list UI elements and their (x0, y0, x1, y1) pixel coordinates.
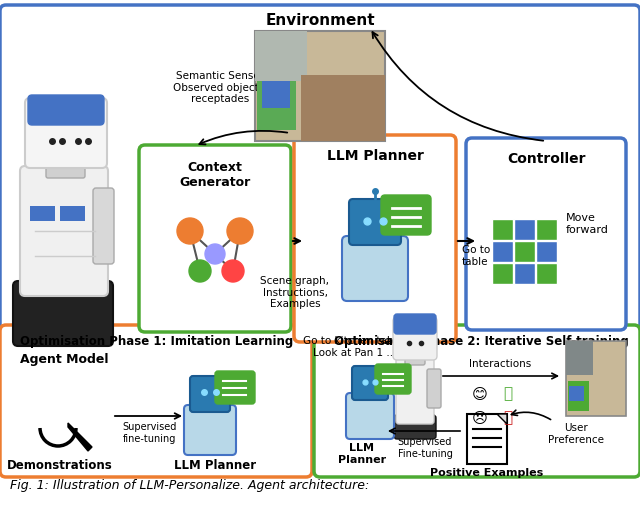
Text: Scene graph,
Instructions,
Examples: Scene graph, Instructions, Examples (260, 276, 330, 309)
Text: Supervised
fine-tuning: Supervised fine-tuning (123, 422, 177, 443)
FancyBboxPatch shape (0, 325, 312, 477)
Bar (514, 241, 535, 262)
Bar (566, 341, 626, 416)
Text: Positive Examples: Positive Examples (430, 468, 543, 478)
Bar (492, 241, 513, 262)
Bar (257, 81, 296, 130)
Bar (30, 206, 55, 221)
FancyBboxPatch shape (46, 154, 85, 178)
Bar (60, 206, 85, 221)
Text: Interactions: Interactions (469, 359, 531, 369)
Text: 👍: 👍 (504, 387, 513, 401)
FancyBboxPatch shape (28, 95, 104, 125)
Text: Semantic Sensor
Observed objects,
receptades: Semantic Sensor Observed objects, recept… (173, 71, 268, 104)
Text: LLM Planner: LLM Planner (326, 149, 424, 163)
Bar (569, 386, 584, 401)
FancyBboxPatch shape (394, 415, 436, 439)
FancyBboxPatch shape (25, 98, 107, 168)
FancyBboxPatch shape (467, 414, 507, 464)
FancyBboxPatch shape (342, 236, 408, 301)
FancyBboxPatch shape (184, 405, 236, 455)
Text: 😊: 😊 (472, 387, 488, 401)
FancyBboxPatch shape (13, 281, 113, 346)
FancyBboxPatch shape (394, 314, 436, 334)
FancyBboxPatch shape (294, 135, 456, 342)
FancyBboxPatch shape (466, 138, 626, 330)
Text: User
Preference: User Preference (548, 423, 604, 444)
Bar (536, 241, 557, 262)
FancyBboxPatch shape (20, 166, 108, 296)
Bar (262, 81, 290, 108)
Polygon shape (68, 423, 92, 451)
FancyBboxPatch shape (396, 358, 434, 424)
Text: Move
forward: Move forward (566, 213, 609, 235)
Circle shape (177, 218, 203, 244)
FancyBboxPatch shape (215, 371, 255, 404)
Bar (536, 263, 557, 284)
Bar (514, 263, 535, 284)
FancyBboxPatch shape (393, 317, 437, 360)
FancyBboxPatch shape (381, 195, 431, 235)
FancyBboxPatch shape (405, 351, 425, 365)
Text: Optimisation Phase 1: Imitation Learning: Optimisation Phase 1: Imitation Learning (20, 335, 293, 348)
Bar (514, 219, 535, 240)
Text: Optimisation Phase 2: Iterative Self-training: Optimisation Phase 2: Iterative Self-tra… (334, 335, 628, 348)
Bar (536, 219, 557, 240)
Text: Fig. 1: Illustration of LLM-Personalize. Agent architecture:: Fig. 1: Illustration of LLM-Personalize.… (10, 479, 369, 492)
FancyBboxPatch shape (427, 369, 441, 408)
Text: Demonstrations: Demonstrations (7, 459, 113, 472)
Text: Supervised
Fine-tuning: Supervised Fine-tuning (397, 437, 452, 459)
Bar (255, 31, 307, 81)
Text: Go to kitchen
table: Go to kitchen table (462, 245, 532, 267)
Text: 👎: 👎 (504, 410, 513, 425)
Bar (566, 341, 593, 375)
Bar (301, 75, 385, 141)
FancyBboxPatch shape (0, 5, 640, 397)
Circle shape (222, 260, 244, 282)
Text: Context
Generator: Context Generator (179, 161, 251, 189)
Bar (492, 219, 513, 240)
Polygon shape (497, 414, 507, 424)
Bar (568, 381, 589, 411)
FancyBboxPatch shape (190, 376, 230, 412)
Text: 😞: 😞 (472, 410, 488, 425)
FancyBboxPatch shape (349, 199, 401, 245)
Circle shape (205, 244, 225, 264)
FancyBboxPatch shape (346, 393, 394, 439)
FancyBboxPatch shape (255, 31, 385, 141)
Text: Go to kitchen table,
Look at Pan 1 ...: Go to kitchen table, Look at Pan 1 ... (303, 336, 406, 357)
FancyBboxPatch shape (352, 366, 388, 400)
Text: Controller: Controller (507, 152, 585, 166)
Circle shape (189, 260, 211, 282)
Bar (492, 263, 513, 284)
Text: Environment: Environment (265, 13, 375, 28)
Circle shape (227, 218, 253, 244)
FancyBboxPatch shape (375, 364, 411, 394)
Text: LLM Planner: LLM Planner (174, 459, 256, 472)
FancyBboxPatch shape (139, 145, 291, 332)
FancyBboxPatch shape (93, 188, 114, 264)
Text: Agent Model: Agent Model (20, 353, 108, 366)
FancyBboxPatch shape (314, 325, 640, 477)
Text: LLM
Planner: LLM Planner (338, 443, 386, 465)
